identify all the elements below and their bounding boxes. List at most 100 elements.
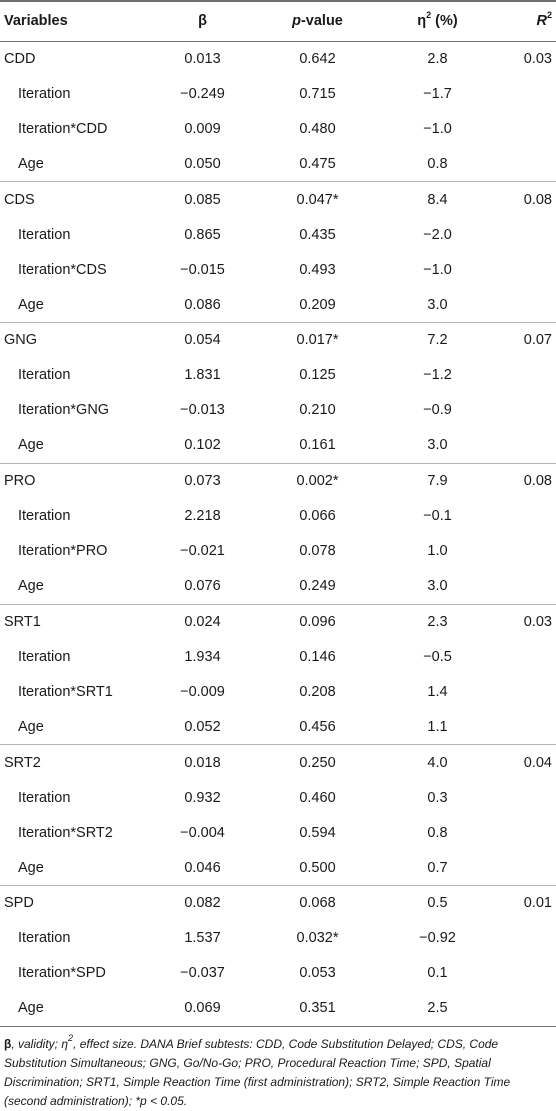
- note-text-1: , validity;: [11, 1036, 62, 1051]
- cell-r2: [495, 147, 556, 182]
- cell-beta: 0.046: [184, 859, 221, 876]
- cell-beta: 0.085: [184, 191, 221, 208]
- cell-eta: 0.7: [427, 859, 448, 876]
- header-eta: η2 (%): [380, 1, 495, 41]
- cell-p-value: 0.002*: [296, 473, 339, 490]
- cell-r2: [495, 534, 556, 569]
- table-row: SRT1 0.024 0.096 2.3 0.03: [0, 604, 556, 639]
- cell-variable: Age: [18, 155, 44, 172]
- cell-variable: Iteration*CDD: [18, 120, 108, 137]
- cell-variable: Iteration: [18, 85, 71, 102]
- cell-variable: Iteration*PRO: [18, 543, 108, 560]
- table-row: GNG 0.054 0.017* 7.2 0.07: [0, 322, 556, 358]
- cell-beta: −0.013: [180, 402, 225, 419]
- table-row: Iteration 2.218 0.066 −0.1: [0, 498, 556, 533]
- cell-r2: [495, 956, 556, 991]
- cell-beta: −0.249: [180, 85, 225, 102]
- cell-variable: Age: [18, 1000, 44, 1017]
- cell-variable: Iteration: [18, 930, 71, 947]
- cell-eta: 0.1: [427, 965, 448, 982]
- cell-p-value: 0.594: [299, 824, 336, 841]
- cell-r2: [495, 428, 556, 463]
- cell-beta: 0.024: [184, 613, 221, 630]
- cell-r2: [495, 991, 556, 1026]
- cell-r2: 0.03: [523, 613, 552, 630]
- table-row: Iteration 1.831 0.125 −1.2: [0, 358, 556, 393]
- cell-p-value: 0.146: [299, 648, 336, 665]
- cell-variable: SPD: [4, 895, 34, 912]
- cell-p-value: 0.500: [299, 859, 336, 876]
- cell-variable: CDS: [4, 191, 35, 208]
- header-eta-sup: 2: [426, 10, 432, 21]
- cell-p-value: 0.480: [299, 120, 336, 137]
- table-row: Iteration 1.537 0.032* −0.92: [0, 921, 556, 956]
- cell-eta: 0.3: [427, 789, 448, 806]
- note-text-2: , effect size. DANA Brief subtests: CDD,…: [4, 1036, 511, 1108]
- cell-variable: Iteration: [18, 648, 71, 665]
- cell-eta: −1.0: [423, 261, 452, 278]
- cell-r2: [495, 850, 556, 885]
- cell-r2: [495, 498, 556, 533]
- cell-p-value: 0.066: [299, 508, 336, 525]
- table-body: CDD 0.013 0.642 2.8 0.03 Iteration −0.249 0.715…: [0, 41, 556, 1027]
- cell-r2: [495, 569, 556, 604]
- cell-beta: 2.218: [184, 508, 221, 525]
- cell-variable: Age: [18, 718, 44, 735]
- table-header-row: Variables β p-value η2 (%) R2: [0, 1, 556, 41]
- table-row: CDD 0.013 0.642 2.8 0.03: [0, 41, 556, 76]
- cell-beta: −0.009: [180, 683, 225, 700]
- cell-beta: 0.932: [184, 789, 221, 806]
- cell-eta: −2.0: [423, 226, 452, 243]
- cell-p-value: 0.250: [299, 754, 336, 771]
- cell-beta: −0.037: [180, 965, 225, 982]
- table-row: Iteration*SPD −0.037 0.053 0.1: [0, 956, 556, 991]
- cell-r2: 0.07: [523, 332, 552, 349]
- table-row: SRT2 0.018 0.250 4.0 0.04: [0, 744, 556, 780]
- cell-variable: PRO: [4, 473, 36, 490]
- cell-p-value: 0.210: [299, 402, 336, 419]
- cell-variable: Iteration*SRT1: [18, 683, 113, 700]
- cell-p-value: 0.125: [299, 367, 336, 384]
- table-row: Iteration 1.934 0.146 −0.5: [0, 639, 556, 674]
- header-eta-suffix: (%): [431, 13, 458, 30]
- cell-eta: 3.0: [427, 296, 448, 313]
- cell-variable: Iteration*SRT2: [18, 824, 113, 841]
- cell-variable: SRT1: [4, 613, 41, 630]
- cell-eta: −1.0: [423, 120, 452, 137]
- cell-beta: 0.054: [184, 332, 221, 349]
- cell-eta: −0.92: [419, 930, 456, 947]
- cell-eta: 2.8: [427, 50, 448, 67]
- table-row: Age 0.050 0.475 0.8: [0, 147, 556, 182]
- cell-beta: −0.004: [180, 824, 225, 841]
- cell-r2: [495, 76, 556, 111]
- cell-p-value: 0.475: [299, 155, 336, 172]
- cell-beta: 0.102: [184, 437, 221, 454]
- results-table: Variables β p-value η2 (%) R2 CDD 0.013 0.…: [0, 1, 556, 1027]
- cell-eta: −0.9: [423, 402, 452, 419]
- cell-beta: 0.050: [184, 155, 221, 172]
- cell-r2: [495, 393, 556, 428]
- table-row: Iteration 0.865 0.435 −2.0: [0, 217, 556, 252]
- cell-p-value: 0.642: [299, 50, 336, 67]
- cell-r2: [495, 639, 556, 674]
- table-row: Iteration*CDS −0.015 0.493 −1.0: [0, 252, 556, 287]
- table-row: Age 0.086 0.209 3.0: [0, 287, 556, 322]
- cell-beta: −0.021: [180, 543, 225, 560]
- cell-r2: 0.08: [523, 473, 552, 490]
- cell-p-value: 0.078: [299, 543, 336, 560]
- cell-variable: Iteration: [18, 789, 71, 806]
- table-row: Iteration*SRT2 −0.004 0.594 0.8: [0, 815, 556, 850]
- cell-r2: [495, 252, 556, 287]
- table-row: Age 0.102 0.161 3.0: [0, 428, 556, 463]
- cell-eta: 2.3: [427, 613, 448, 630]
- cell-beta: 0.086: [184, 296, 221, 313]
- table-row: Age 0.052 0.456 1.1: [0, 710, 556, 745]
- cell-r2: [495, 780, 556, 815]
- table-row: Iteration*GNG −0.013 0.210 −0.9: [0, 393, 556, 428]
- cell-r2: [495, 710, 556, 745]
- cell-variable: Iteration*CDS: [18, 261, 107, 278]
- cell-r2: 0.08: [523, 191, 552, 208]
- cell-eta: −1.7: [423, 85, 452, 102]
- cell-eta: 4.0: [427, 754, 448, 771]
- cell-variable: Age: [18, 296, 44, 313]
